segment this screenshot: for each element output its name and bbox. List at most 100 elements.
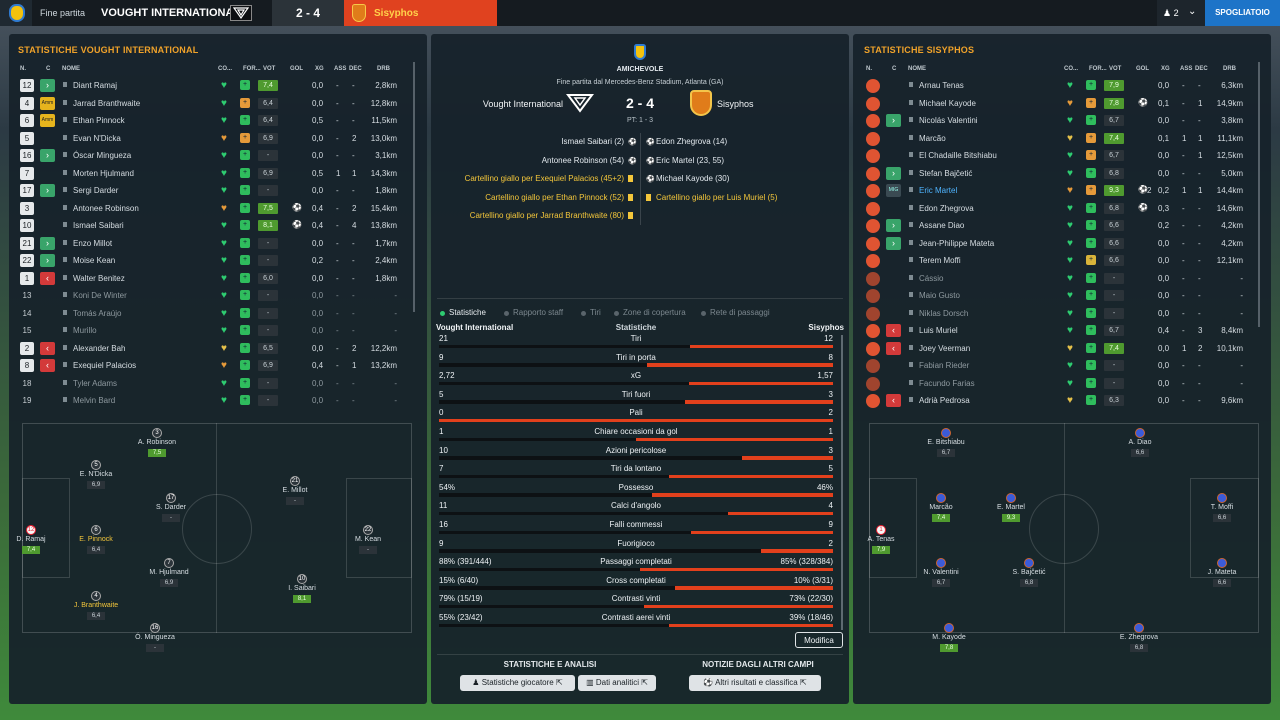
pitch-player[interactable]: 6 E. Pinnock 6,4 — [56, 525, 136, 554]
sub-in-icon[interactable]: › — [886, 219, 901, 232]
sub-in-icon[interactable]: › — [40, 79, 55, 92]
player-name[interactable]: Stefan Bajčetić — [919, 168, 973, 178]
player-name[interactable]: Moise Kean — [73, 256, 116, 265]
tab-zone-di-copertura[interactable]: Zone di copertura — [623, 308, 686, 317]
player-name[interactable]: Niklas Dorsch — [919, 308, 969, 318]
player-name[interactable]: Michael Kayode — [919, 98, 976, 108]
table-row[interactable]: ♥ +6,8 0,0 - - 5,0km › Stefan Bajčetić — [0, 165, 1280, 183]
player-name[interactable]: Jarrad Branthwaite — [73, 98, 141, 108]
stats-scrollbar[interactable] — [841, 335, 843, 630]
tab-statistiche[interactable]: Statistiche — [449, 308, 486, 317]
player-name[interactable]: Cássio — [919, 273, 944, 283]
pitch-player[interactable]: T. Moffi 6,6 — [1182, 493, 1262, 522]
column-header[interactable]: VOT — [263, 66, 276, 72]
yellow-card-badge[interactable]: Amm — [40, 114, 55, 127]
chevron-down-icon[interactable]: ⌄ — [1188, 6, 1197, 17]
table-row[interactable]: ♥ + -0,0- -3,1km 16 › Óscar Mingueza — [0, 147, 1280, 165]
sub-out-icon[interactable]: ‹ — [40, 341, 55, 355]
column-header[interactable]: C — [892, 66, 897, 72]
column-header[interactable]: XG — [1161, 66, 1170, 72]
away-table-scrollbar[interactable] — [1258, 62, 1260, 327]
player-name[interactable]: Jean-Philippe Mateta — [919, 238, 995, 248]
dressing-room-button[interactable]: SPOGLIATOIO — [1205, 0, 1280, 26]
sub-in-icon[interactable]: › — [886, 166, 901, 180]
column-header[interactable]: CO... — [1064, 66, 1079, 72]
table-row[interactable]: ♥ + -0,0- - - Cássio — [0, 270, 1280, 288]
column-header[interactable]: XG — [315, 66, 324, 72]
sub-out-icon[interactable]: ‹ — [40, 359, 55, 372]
table-row[interactable]: ♥ +6,9 0,4 - 1 13,2km 8 ‹ Exequiel Palacios — [0, 357, 1280, 375]
player-name[interactable]: Koni De Winter — [73, 291, 127, 300]
table-row[interactable]: ♥ +6,4 0,5 - - 11,5km 6 Amm Ethan Pinnock — [0, 112, 1280, 130]
pitch-player[interactable]: E. Bitshiabu 6,7 — [906, 428, 986, 457]
column-header[interactable]: GOL — [290, 66, 303, 72]
table-row[interactable]: ♥ + -0,0- - -14 Tomás Araújo — [0, 305, 1280, 323]
player-name[interactable]: Óscar Mingueza — [73, 151, 132, 160]
player-name[interactable]: Edon Zhegrova — [919, 203, 974, 213]
table-row[interactable]: ♥ + -0,0- - -15 Murillo — [0, 322, 1280, 340]
column-header[interactable]: NOME — [908, 66, 926, 72]
table-row[interactable]: ♥ +6,7 0,0 - - 3,8km › Nicolás Valentini — [0, 112, 1280, 130]
player-name[interactable]: Melvin Bard — [73, 396, 116, 405]
player-name[interactable]: Sergi Darder — [73, 186, 119, 195]
sub-in-icon[interactable]: › — [886, 236, 901, 250]
sub-out-icon[interactable]: ‹ — [40, 271, 55, 285]
player-name[interactable]: Alexander Bah — [73, 343, 126, 353]
analytics-button[interactable]: ▥ Dati analitici ⇱ — [578, 675, 656, 691]
sub-out-icon[interactable]: ‹ — [886, 324, 901, 337]
sub-in-icon[interactable]: › — [40, 254, 55, 267]
table-row[interactable]: ♥ +6,7 0,0 - 1 12,5km El Chadaille Bitshiabu — [0, 147, 1280, 165]
sub-out-icon[interactable]: ‹ — [886, 394, 901, 407]
player-name[interactable]: Facundo Farias — [919, 378, 975, 388]
player-name[interactable]: Antonee Robinson — [73, 203, 139, 213]
column-header[interactable]: NOME — [62, 66, 80, 72]
column-header[interactable]: C — [46, 66, 51, 72]
pitch-player[interactable]: 4 J. Branthwaite 6,4 — [56, 591, 136, 620]
pitch-player[interactable]: A. Diao 6,6 — [1100, 428, 1180, 457]
column-header[interactable]: ASS — [1180, 66, 1193, 72]
sub-in-icon[interactable]: › — [40, 184, 55, 197]
pitch-player[interactable]: 12 D. Ramaj 7,4 — [0, 525, 71, 554]
table-row[interactable]: ♥ + -0,0- - - Facundo Farias — [0, 375, 1280, 393]
player-name[interactable]: Fabian Rieder — [919, 361, 970, 370]
home-table-scrollbar[interactable] — [413, 62, 415, 312]
pitch-player[interactable]: 5 E. N'Dicka 6,9 — [56, 460, 136, 489]
column-header[interactable]: DEC — [1195, 66, 1208, 72]
pitch-player[interactable]: S. Bajčetić 6,8 — [989, 558, 1069, 587]
table-row[interactable]: ♥ +9,3 ⚽ 2 0,2 1 1 14,4km MIG Eric Martel — [0, 182, 1280, 200]
pitch-player[interactable]: 7 M. Hjulmand 6,9 — [129, 558, 209, 587]
table-row[interactable]: ♥ +7,5 ⚽ 0,4 - 2 15,4km 3 Antonee Robinson — [0, 200, 1280, 218]
column-header[interactable]: DRB — [377, 66, 390, 72]
player-name[interactable]: Tomás Araújo — [73, 308, 122, 318]
table-row[interactable]: ♥ +7,4 0,0 1 2 10,1km ‹ Joey Veerman — [0, 340, 1280, 358]
yellow-card-badge[interactable]: Amm — [40, 96, 55, 110]
sub-in-icon[interactable]: › — [40, 149, 55, 162]
table-row[interactable]: ♥ + -0,0- - -13 Koni De Winter — [0, 287, 1280, 305]
column-header[interactable]: FOR... — [243, 66, 261, 72]
sub-in-icon[interactable]: › — [40, 236, 55, 250]
table-row[interactable]: ♥ +6,7 0,4 - 3 8,4km ‹ Luis Muriel — [0, 322, 1280, 340]
pitch-player[interactable]: 3 A. Robinson 7,5 — [117, 428, 197, 457]
pitch-player[interactable]: 22 M. Kean - — [328, 525, 408, 554]
table-row[interactable]: ♥ + -0,0- - -19 Melvin Bard — [0, 392, 1280, 410]
table-row[interactable]: ♥ +6,6 0,2 - - 4,2km › Assane Diao — [0, 217, 1280, 235]
pitch-player[interactable]: E. Martel 9,3 — [971, 493, 1051, 522]
pitch-player[interactable]: Marcão 7,4 — [901, 493, 981, 522]
player-name[interactable]: Diant Ramaj — [73, 81, 118, 90]
pitch-player[interactable]: 16 Ó. Mingueza - — [115, 623, 195, 652]
column-header[interactable]: N. — [20, 66, 26, 72]
column-header[interactable]: VOT — [1109, 66, 1122, 72]
column-header[interactable]: DEC — [349, 66, 362, 72]
table-row[interactable]: ♥ +6,3 0,0 - - 9,6km ‹ Adrià Pedrosa — [0, 392, 1280, 410]
pitch-player[interactable]: M. Kayode 7,8 — [909, 623, 989, 652]
position-badge[interactable]: MIG — [886, 184, 901, 197]
table-row[interactable]: ♥ +6,0 0,0 - - 1,8km 1 ‹ Walter Benitez — [0, 270, 1280, 288]
pitch-player[interactable]: N. Valentini 6,7 — [901, 558, 981, 587]
table-row[interactable]: ♥ + -0,0- - - Fabian Rieder — [0, 357, 1280, 375]
pitch-player[interactable]: 17 S. Darder - — [131, 493, 211, 522]
player-name[interactable]: Maio Gusto — [919, 291, 960, 300]
column-header[interactable]: CO... — [218, 66, 233, 72]
player-name[interactable]: Ismael Saibari — [73, 221, 124, 230]
table-row[interactable]: ♥ +7,4 0,1 1 1 11,1km Marcão — [0, 130, 1280, 148]
player-name[interactable]: Terem Moffi — [919, 256, 961, 265]
